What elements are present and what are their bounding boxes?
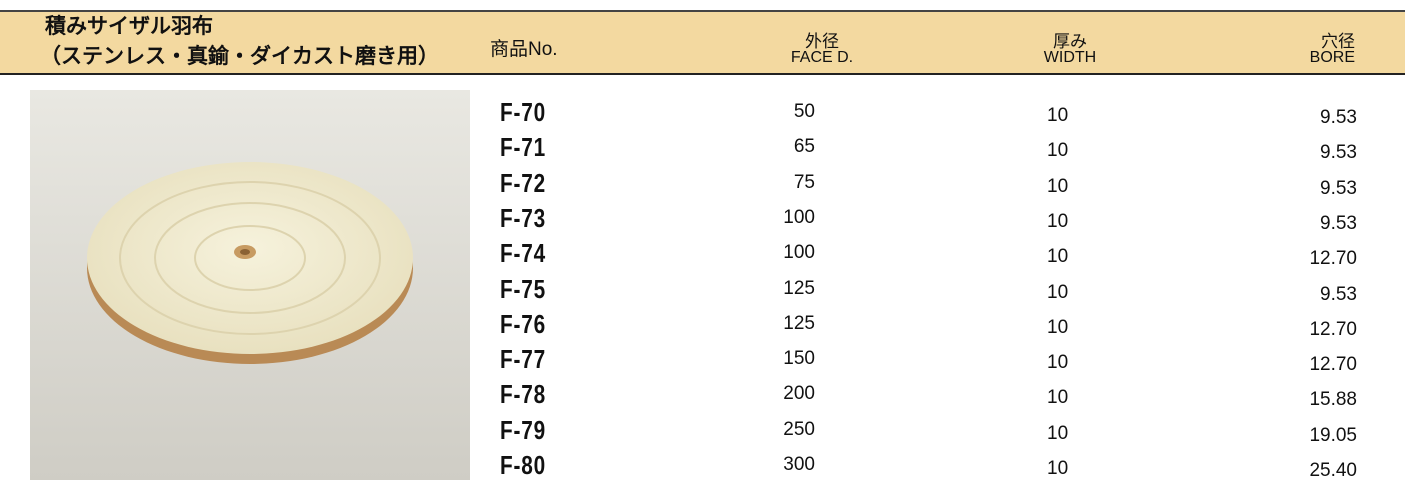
face-diameter: 250 bbox=[783, 418, 815, 440]
column-header: 商品No. bbox=[490, 39, 558, 60]
width: 10 bbox=[1047, 422, 1069, 444]
product-photo bbox=[30, 90, 470, 480]
bore: 9.53 bbox=[1320, 283, 1357, 305]
face-diameter: 125 bbox=[783, 312, 815, 334]
product-number: F-76 bbox=[500, 308, 546, 339]
header-band bbox=[0, 10, 1405, 75]
bore: 9.53 bbox=[1320, 212, 1357, 234]
width: 10 bbox=[1047, 316, 1069, 338]
bore: 9.53 bbox=[1320, 107, 1357, 128]
product-number: F-73 bbox=[500, 202, 546, 233]
face-diameter: 125 bbox=[783, 277, 815, 299]
face-diameter: 50 bbox=[793, 101, 815, 122]
column-header-en: BORE bbox=[1309, 49, 1355, 66]
width: 10 bbox=[1047, 352, 1069, 374]
bore: 12.70 bbox=[1309, 248, 1357, 270]
bore: 9.53 bbox=[1320, 177, 1357, 199]
face-diameter: 65 bbox=[793, 136, 815, 158]
product-number: F-77 bbox=[500, 344, 546, 375]
bore: 19.05 bbox=[1309, 424, 1357, 446]
face-diameter: 150 bbox=[783, 348, 815, 370]
width: 10 bbox=[1047, 387, 1069, 409]
product-number: F-78 bbox=[500, 379, 546, 410]
width: 10 bbox=[1047, 246, 1069, 268]
width: 10 bbox=[1047, 105, 1069, 126]
product-number: F-71 bbox=[500, 132, 546, 163]
column-header-en: WIDTH bbox=[1043, 49, 1097, 66]
face-diameter: 200 bbox=[783, 383, 815, 405]
product-number: F-80 bbox=[500, 450, 546, 480]
column-header: 厚み bbox=[1053, 32, 1087, 51]
bore: 15.88 bbox=[1309, 389, 1357, 411]
column-header: 穴径 bbox=[1321, 32, 1355, 51]
title: 積みサイザル羽布 bbox=[45, 15, 213, 38]
width: 10 bbox=[1047, 281, 1069, 303]
face-diameter: 300 bbox=[783, 454, 815, 475]
column-header-en: FACE D. bbox=[790, 49, 854, 66]
bore: 9.53 bbox=[1320, 142, 1357, 164]
width: 10 bbox=[1047, 458, 1069, 479]
width: 10 bbox=[1047, 210, 1069, 232]
product-number: F-72 bbox=[500, 167, 546, 198]
product-number: F-75 bbox=[500, 273, 546, 304]
product-number: F-74 bbox=[500, 238, 546, 269]
width: 10 bbox=[1047, 175, 1069, 197]
product-number: F-79 bbox=[500, 414, 546, 445]
bore: 12.70 bbox=[1309, 318, 1357, 340]
subtitle: （ステンレス・真鍮・ダイカスト磨き用） bbox=[40, 45, 439, 68]
face-diameter: 100 bbox=[783, 206, 815, 228]
bore: 12.70 bbox=[1309, 354, 1357, 376]
column-header: 外径 bbox=[805, 32, 839, 51]
product-number: F-70 bbox=[500, 97, 546, 127]
width: 10 bbox=[1047, 140, 1069, 162]
face-diameter: 75 bbox=[793, 171, 815, 193]
bore: 25.40 bbox=[1309, 460, 1357, 481]
face-diameter: 100 bbox=[783, 242, 815, 264]
